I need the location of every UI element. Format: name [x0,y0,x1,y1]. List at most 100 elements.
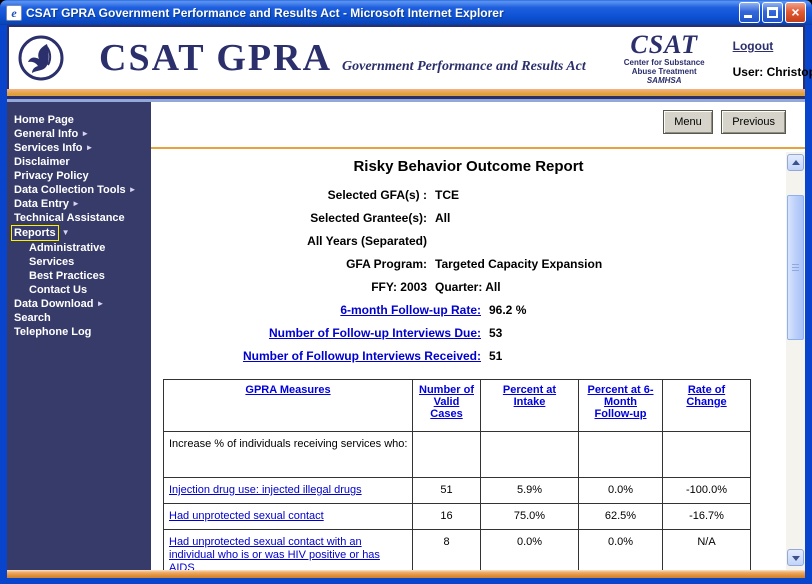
scrollbar-thumb[interactable] [787,195,804,340]
cell-percent-followup: 0.0% [578,529,663,570]
sidebar-item-privacy-policy[interactable]: Privacy Policy [14,170,89,182]
header-gpra-measures: GPRA Measures [163,379,413,432]
scroll-down-button[interactable] [787,549,804,566]
header-navy-stripe [7,96,805,99]
sidebar-item-data-download[interactable]: Data Download ► [14,298,105,310]
info-row-followup-rate: 6-month Follow-up Rate: 96.2 % [151,303,786,326]
sidebar-item-best-practices[interactable]: Best Practices [29,270,105,282]
cell-percent-followup: 0.0% [578,477,663,504]
submenu-right-arrow-icon: ► [85,143,94,152]
app-logo-text: CSAT GPRA [99,37,333,79]
cell-percent-intake: 5.9% [480,477,579,504]
percent-followup-header-link[interactable]: Percent at 6-Month Follow-up [587,384,654,420]
cell-rate-of-change: -100.0% [662,477,751,504]
gpra-measures-header-link[interactable]: GPRA Measures [245,384,331,396]
rate-of-change-header-link[interactable]: Rate of Change [686,384,727,408]
page-body: Home Page General Info ► Services Info ► D… [7,102,805,570]
info-row-ffy-quarter: FFY: 2003 Quarter: All [371,280,501,294]
previous-button[interactable]: Previous [721,110,786,134]
sidebar-item-services-info[interactable]: Services Info ► [14,142,94,154]
session-area: Logout User: Christopher Shumway [705,37,812,79]
info-row-interviews-received: Number of Followup Interviews Received: 5… [151,349,786,372]
submenu-down-arrow-icon: ▼ [61,228,70,237]
cell-percent-intake [480,431,579,478]
cell-valid-cases [412,431,481,478]
info-row-selected-gfa: Selected GFA(s) : TCE [327,188,459,202]
sidebar-item-administrative[interactable]: Administrative [29,242,106,254]
submenu-right-arrow-icon: ► [128,185,137,194]
maximize-icon [767,7,778,18]
sidebar-item-data-collection-tools[interactable]: Data Collection Tools ► [14,184,137,196]
cell-percent-followup: 62.5% [578,503,663,530]
csat-line1: Center for Substance [623,57,705,67]
cell-valid-cases: 51 [412,477,481,504]
table-header-row: GPRA Measures Number of Valid Cases Perc… [163,379,751,432]
hhs-eagle-logo [17,34,65,82]
sidebar-item-contact-us[interactable]: Contact Us [29,284,88,296]
app-header: CSAT GPRA Government Performance and Res… [7,25,812,89]
measure-link-unprotected-contact-hiv[interactable]: Had unprotected sexual contact with an i… [169,536,380,570]
minimize-button[interactable] [739,2,760,23]
toolbar: Menu Previous [151,102,805,147]
header-percent-intake: Percent at Intake [480,379,579,432]
interviews-received-link[interactable]: Number of Followup Interviews Received: [242,349,481,363]
sidebar-item-home-page[interactable]: Home Page [14,114,74,126]
up-arrow-icon [792,160,800,165]
sidebar-item-services[interactable]: Services [29,256,75,268]
menu-button[interactable]: Menu [663,110,713,134]
logout-link[interactable]: Logout [732,39,774,53]
content-divider [151,147,805,149]
window-title: CSAT GPRA Government Performance and Res… [26,5,504,20]
report-frame: Risky Behavior Outcome Report Selected G… [151,149,805,570]
report-title: Risky Behavior Outcome Report [353,158,584,175]
title-bar[interactable]: e CSAT GPRA Government Performance and R… [0,0,812,25]
report-info: Selected GFA(s) : TCE Selected Grantee(s)… [151,188,786,372]
down-arrow-icon [792,556,800,561]
close-button[interactable]: × [785,2,806,23]
table-row: Injection drug use: injected illegal dru… [163,477,751,504]
bottom-bar [7,570,805,578]
window-frame: CSAT GPRA Government Performance and Res… [0,25,812,584]
cell-valid-cases: 16 [412,503,481,530]
app-logo-subtitle: Government Performance and Results Act [342,59,586,74]
header-gold-stripe [7,89,805,96]
header-blue-stripe [7,99,805,102]
main-content: Menu Previous Risky Behavior Outcome Rep… [151,102,805,570]
measure-link-injection-drug-use[interactable]: Injection drug use: injected illegal dru… [169,484,362,496]
csat-line2: Abuse Treatment [631,66,697,76]
table-row: Had unprotected sexual contact with an i… [163,529,751,570]
cell-percent-followup [578,431,663,478]
csat-samhsa-logo: CSAT Center for Substance Abuse Treatmen… [623,31,705,85]
submenu-right-arrow-icon: ► [81,129,90,138]
sidebar-item-general-info[interactable]: General Info ► [14,128,90,140]
cell-rate-of-change [662,431,751,478]
measure-link-unprotected-contact[interactable]: Had unprotected sexual contact [169,510,324,522]
cell-percent-intake: 75.0% [480,503,579,530]
info-row-selected-grantee: Selected Grantee(s): All [310,211,451,225]
submenu-right-arrow-icon: ► [96,299,105,308]
header-percent-followup: Percent at 6-Month Follow-up [578,379,663,432]
table-row: Had unprotected sexual contact 16 75.0% … [163,503,751,530]
followup-rate-link[interactable]: 6-month Follow-up Rate: [340,303,481,317]
scroll-up-button[interactable] [787,154,804,171]
sidebar-item-disclaimer[interactable]: Disclaimer [14,156,70,168]
vertical-scrollbar[interactable] [786,152,805,570]
sidebar-item-technical-assistance[interactable]: Technical Assistance [14,212,125,224]
table-row: Increase % of individuals receiving serv… [163,431,751,478]
sidebar: Home Page General Info ► Services Info ► D… [7,102,151,570]
valid-cases-header-link[interactable]: Number of Valid Cases [419,384,474,420]
maximize-button[interactable] [762,2,783,23]
user-label: User: Christopher Shumway [732,65,812,79]
interviews-due-link[interactable]: Number of Follow-up Interviews Due: [268,326,481,340]
percent-intake-header-link[interactable]: Percent at Intake [502,384,557,408]
sidebar-item-data-entry[interactable]: Data Entry ► [14,198,80,210]
header-valid-cases: Number of Valid Cases [412,379,481,432]
measure-group-label: Increase % of individuals receiving serv… [163,431,413,478]
sidebar-item-telephone-log[interactable]: Telephone Log [14,326,92,338]
scrollbar-grip-icon [792,263,799,272]
sidebar-item-search[interactable]: Search [14,312,51,324]
gpra-measures-table: GPRA Measures Number of Valid Cases Perc… [163,379,751,570]
minimize-icon [744,15,752,18]
sidebar-item-reports[interactable]: Reports ▼ [7,225,151,241]
